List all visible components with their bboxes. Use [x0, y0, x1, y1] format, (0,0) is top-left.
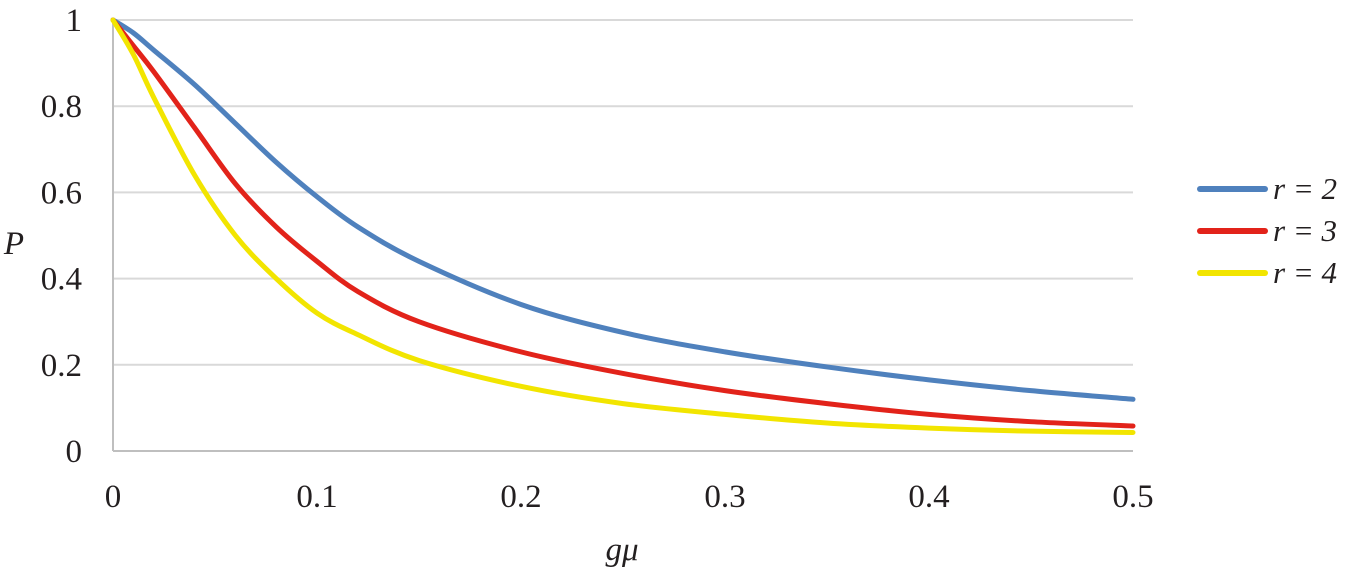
y-tick-label: 0 — [66, 434, 83, 470]
x-tick-label: 0.1 — [296, 479, 337, 515]
legend-label: r = 4 — [1273, 255, 1337, 290]
series-line-2 — [110, 17, 1136, 429]
y-tick-label: 0.8 — [41, 89, 82, 125]
x-tick-label: 0 — [105, 479, 122, 515]
series-line-3 — [110, 17, 1136, 435]
legend: r = 2 r = 3 r = 4 — [1197, 171, 1337, 290]
y-tick-label: 1 — [66, 3, 83, 39]
y-tick-labels: 0 0.2 0.4 0.6 0.8 1 — [41, 3, 82, 470]
gridlines — [113, 19, 1133, 366]
legend-label: r = 2 — [1273, 171, 1337, 206]
y-tick-label: 0.4 — [41, 262, 82, 298]
y-axis-label: P — [3, 226, 24, 262]
series-line-1 — [110, 17, 1136, 402]
series-lines — [110, 17, 1136, 435]
y-tick-label: 0.2 — [41, 348, 82, 384]
x-tick-labels: 0 0.1 0.2 0.3 0.4 0.5 — [105, 479, 1154, 515]
x-tick-label: 0.2 — [500, 479, 541, 515]
x-tick-label: 0.3 — [704, 479, 745, 515]
x-tick-label: 0.4 — [908, 479, 949, 515]
x-tick-label: 0.5 — [1112, 479, 1153, 515]
legend-label: r = 3 — [1273, 213, 1337, 248]
y-tick-label: 0.6 — [41, 175, 82, 211]
x-axis-label: gμ — [605, 532, 638, 567]
